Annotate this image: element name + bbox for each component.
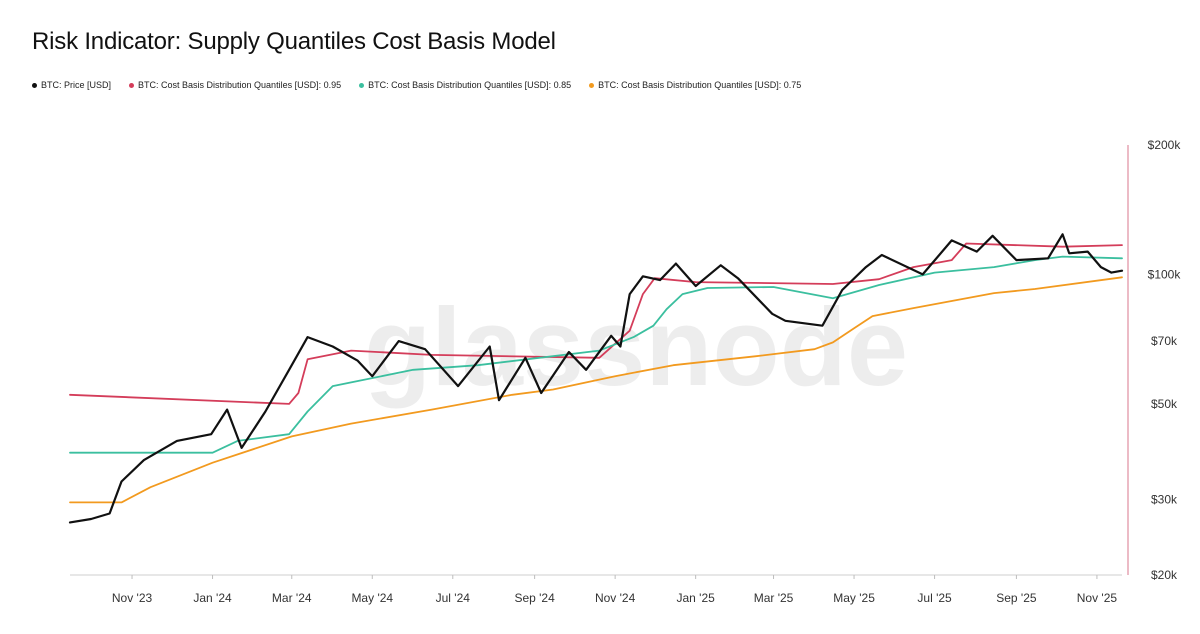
y-tick-label: $20k [1151,568,1178,582]
x-tick-label: Jul '25 [917,591,952,605]
legend-item-price[interactable]: BTC: Price [USD] [32,80,111,90]
chart-title: Risk Indicator: Supply Quantiles Cost Ba… [32,28,556,55]
y-tick-label: $30k [1151,492,1178,506]
legend-item-q95[interactable]: BTC: Cost Basis Distribution Quantiles [… [129,80,341,90]
x-tick-label: Sep '25 [996,591,1037,605]
y-tick-label: $70k [1151,334,1178,348]
watermark: glassnode [364,286,908,409]
legend-swatch-q85 [359,82,365,88]
legend-label-q85: BTC: Cost Basis Distribution Quantiles [… [368,80,572,90]
x-tick-label: Jan '25 [676,591,715,605]
legend-item-q75[interactable]: BTC: Cost Basis Distribution Quantiles [… [589,80,801,90]
x-tick-label: Mar '24 [272,591,312,605]
x-tick-label: Nov '24 [595,591,636,605]
x-tick-label: Jul '24 [436,591,471,605]
legend-swatch-q75 [589,82,595,88]
x-tick-label: May '24 [351,591,393,605]
legend-swatch-q95 [129,82,135,88]
x-tick-label: Jan '24 [193,591,232,605]
x-tick-label: Sep '24 [514,591,555,605]
legend-label-q75: BTC: Cost Basis Distribution Quantiles [… [598,80,802,90]
x-tick-label: Mar '25 [754,591,794,605]
y-tick-label: $50k [1151,397,1178,411]
x-tick-label: May '25 [833,591,875,605]
legend-item-q85[interactable]: BTC: Cost Basis Distribution Quantiles [… [359,80,571,90]
legend-swatch-price [32,82,37,88]
legend-label-q95: BTC: Cost Basis Distribution Quantiles [… [138,80,342,90]
q75-line [69,276,1123,504]
q95-line [69,242,1123,405]
x-tick-label: Nov '25 [1077,591,1118,605]
legend-label-price: BTC: Price [USD] [41,80,112,90]
q85-line [69,255,1123,454]
legend: BTC: Price [USD] BTC: Cost Basis Distrib… [32,80,801,90]
price-line [68,233,1124,524]
y-tick-label: $200k [1148,138,1182,152]
x-tick-label: Nov '23 [112,591,153,605]
y-tick-label: $100k [1148,267,1182,281]
